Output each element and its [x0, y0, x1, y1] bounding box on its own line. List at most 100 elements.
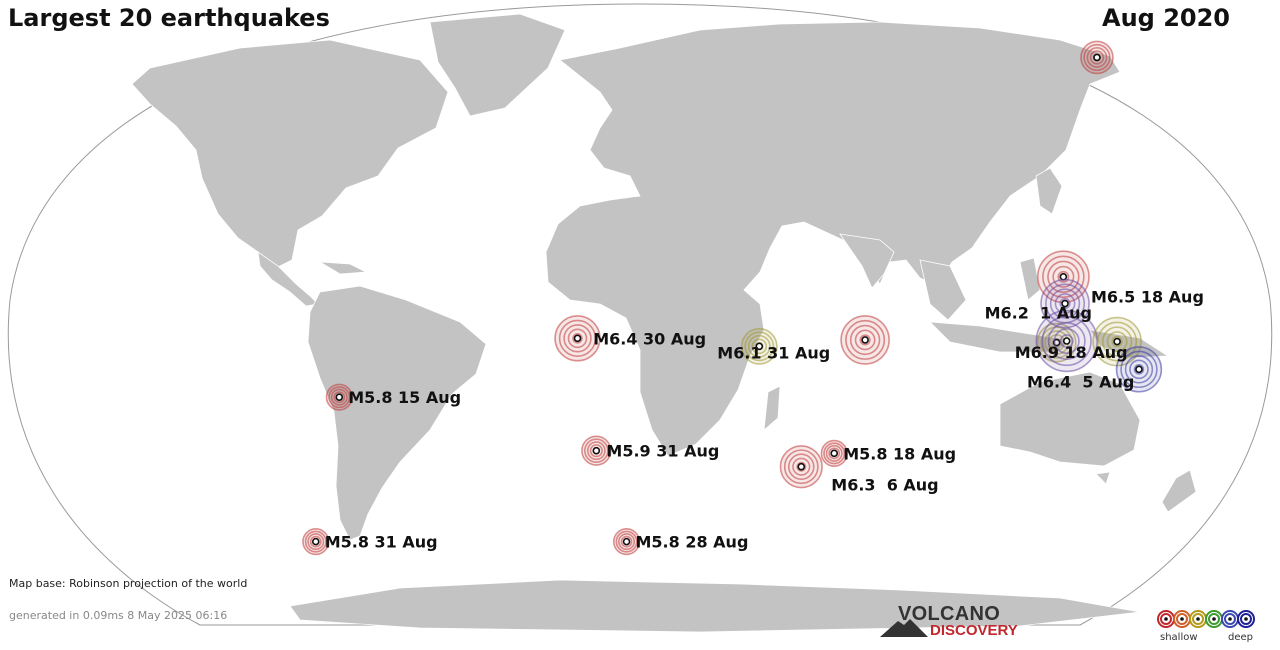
quake-ring: [586, 441, 606, 461]
quake-ring: [845, 319, 886, 360]
quake-epicenter: [311, 537, 320, 546]
north-america: [131, 39, 449, 269]
depth-scale-icon: [1157, 610, 1255, 628]
quake-ring: [558, 319, 597, 358]
quake-ring: [1101, 326, 1133, 357]
earthquake-label: M5.9 31 Aug: [606, 442, 719, 461]
earthquake-label: M6.1 31 Aug: [717, 343, 830, 362]
quake-ring: [796, 461, 807, 472]
quake-ring: [1042, 255, 1085, 299]
quake-ring: [1083, 43, 1111, 72]
quake-ring: [589, 444, 603, 458]
quake-epicenter: [592, 446, 601, 455]
southeast-asia: [919, 259, 967, 321]
earthquake-marker[interactable]: [779, 445, 823, 489]
map-base-note: Map base: Robinson projection of the wor…: [9, 577, 248, 590]
legend-ring: [1224, 613, 1236, 625]
quake-ring: [823, 442, 846, 465]
legend-dot: [1180, 617, 1184, 621]
quake-ring: [859, 334, 871, 346]
earthquake-marker[interactable]: [840, 315, 890, 365]
madagascar: [763, 385, 781, 431]
brand-name-top: VOLCANO: [898, 603, 1001, 625]
quake-ring: [567, 328, 588, 349]
period-title: Aug 2020: [1102, 4, 1230, 32]
earthquake-marker[interactable]: [740, 327, 778, 365]
quake-ring: [1047, 321, 1086, 360]
quake-ring: [1129, 359, 1149, 380]
earthquake-marker[interactable]: [1040, 278, 1090, 329]
quake-ring: [1086, 47, 1108, 68]
quake-ring: [333, 391, 346, 404]
quake-ring: [747, 334, 771, 358]
quake-ring: [1059, 297, 1071, 310]
quake-ring: [828, 447, 841, 460]
quake-ring: [1097, 321, 1138, 362]
quake-ring: [783, 449, 819, 485]
quake-ring: [787, 453, 815, 481]
quake-ring: [1047, 260, 1080, 293]
greenland: [429, 13, 566, 117]
quake-epicenter: [861, 336, 869, 344]
legend-ring: [1160, 613, 1172, 625]
earthquake-marker[interactable]: [302, 528, 330, 556]
earthquake-label: M6.9 18 Aug: [1015, 343, 1128, 362]
earthquake-marker[interactable]: [1035, 309, 1098, 373]
quake-ring: [1049, 288, 1081, 319]
quake-ring: [307, 533, 325, 551]
earthquake-marker[interactable]: [820, 439, 848, 467]
quake-ring: [1089, 50, 1105, 65]
quake-ring: [620, 535, 633, 548]
earthquake-marker[interactable]: [1080, 40, 1114, 75]
earthquake-label: M5.8 18 Aug: [843, 444, 956, 463]
legend-ring: [1240, 613, 1252, 625]
earthquake-marker[interactable]: [1115, 346, 1163, 393]
volcano-discovery-logo[interactable]: VOLCANO DISCOVERY: [880, 603, 1040, 643]
quake-ring: [1041, 315, 1092, 367]
quake-epicenter: [797, 462, 806, 471]
earthquake-label: M6.2 1 Aug: [985, 304, 1092, 323]
quake-epicenter: [1093, 53, 1101, 62]
quake-ring: [1059, 334, 1074, 348]
quake-ring: [563, 324, 592, 353]
earthquake-label: M5.8 31 Aug: [325, 533, 438, 552]
tasmania: [1095, 471, 1111, 485]
earthquake-marker[interactable]: [325, 383, 353, 411]
legend-shallow: shallow: [1160, 632, 1198, 643]
legend-dot: [1196, 617, 1200, 621]
quake-ring: [825, 444, 843, 462]
earthquake-markers: [302, 40, 1163, 556]
quake-ring: [1120, 350, 1158, 389]
earthquake-marker[interactable]: [581, 435, 612, 466]
legend-ring: [1237, 610, 1255, 628]
legend-ring: [1176, 613, 1188, 625]
quake-ring: [1052, 265, 1075, 288]
earthquake-marker[interactable]: [554, 315, 601, 362]
africa-europe-asia: [545, 21, 1121, 457]
legend-dot: [1164, 617, 1168, 621]
legend-dot: [1244, 617, 1248, 621]
japan: [1035, 167, 1063, 215]
map-title: Largest 20 earthquakes: [8, 4, 330, 32]
brand-name-bottom: DISCOVERY: [930, 622, 1018, 639]
quake-ring: [584, 438, 609, 463]
quake-ring: [1133, 364, 1145, 375]
quake-ring: [1054, 293, 1076, 314]
quake-ring: [309, 535, 322, 548]
quake-epicenter: [1061, 299, 1069, 308]
caribbean: [319, 261, 368, 275]
quake-ring: [1111, 335, 1123, 348]
quake-epicenter: [1113, 337, 1121, 346]
depth-legend: shallow deep: [1156, 608, 1266, 648]
central-america: [257, 251, 319, 307]
generated-note: generated in 0.09ms 8 May 2025 06:16: [9, 609, 228, 622]
mountain-icon: [880, 619, 928, 637]
quake-ring: [849, 324, 881, 356]
quake-ring: [854, 329, 876, 351]
quake-epicenter: [1062, 337, 1071, 345]
earthquake-marker[interactable]: [612, 528, 641, 556]
legend-dot: [1212, 617, 1216, 621]
earthquake-label: M6.4 5 Aug: [1027, 372, 1134, 391]
